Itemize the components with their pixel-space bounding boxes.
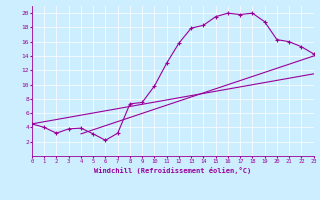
X-axis label: Windchill (Refroidissement éolien,°C): Windchill (Refroidissement éolien,°C) <box>94 167 252 174</box>
